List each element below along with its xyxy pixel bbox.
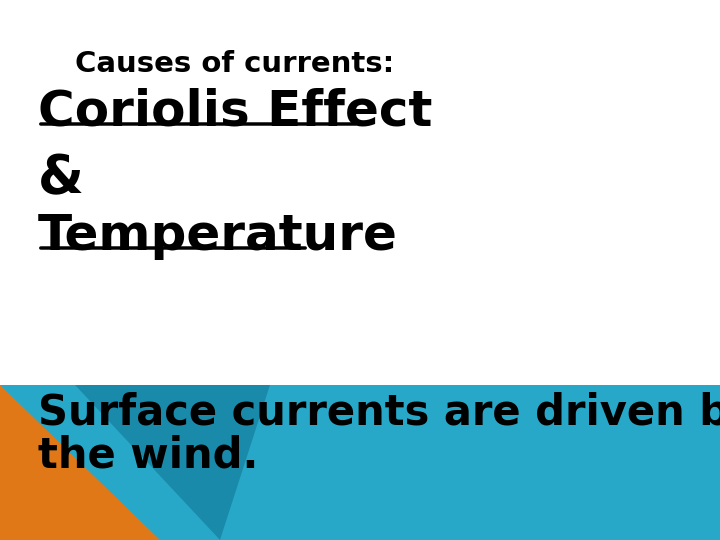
Bar [0,385,720,540]
Text: Causes of currents:: Causes of currents: [75,50,395,78]
Text: the wind.: the wind. [38,435,258,477]
Polygon shape [75,385,270,540]
Polygon shape [0,385,160,540]
Text: Surface currents are driven by: Surface currents are driven by [38,392,720,434]
Text: Temperature: Temperature [38,212,398,260]
Text: &: & [38,152,84,204]
Text: Coriolis Effect: Coriolis Effect [38,88,433,136]
